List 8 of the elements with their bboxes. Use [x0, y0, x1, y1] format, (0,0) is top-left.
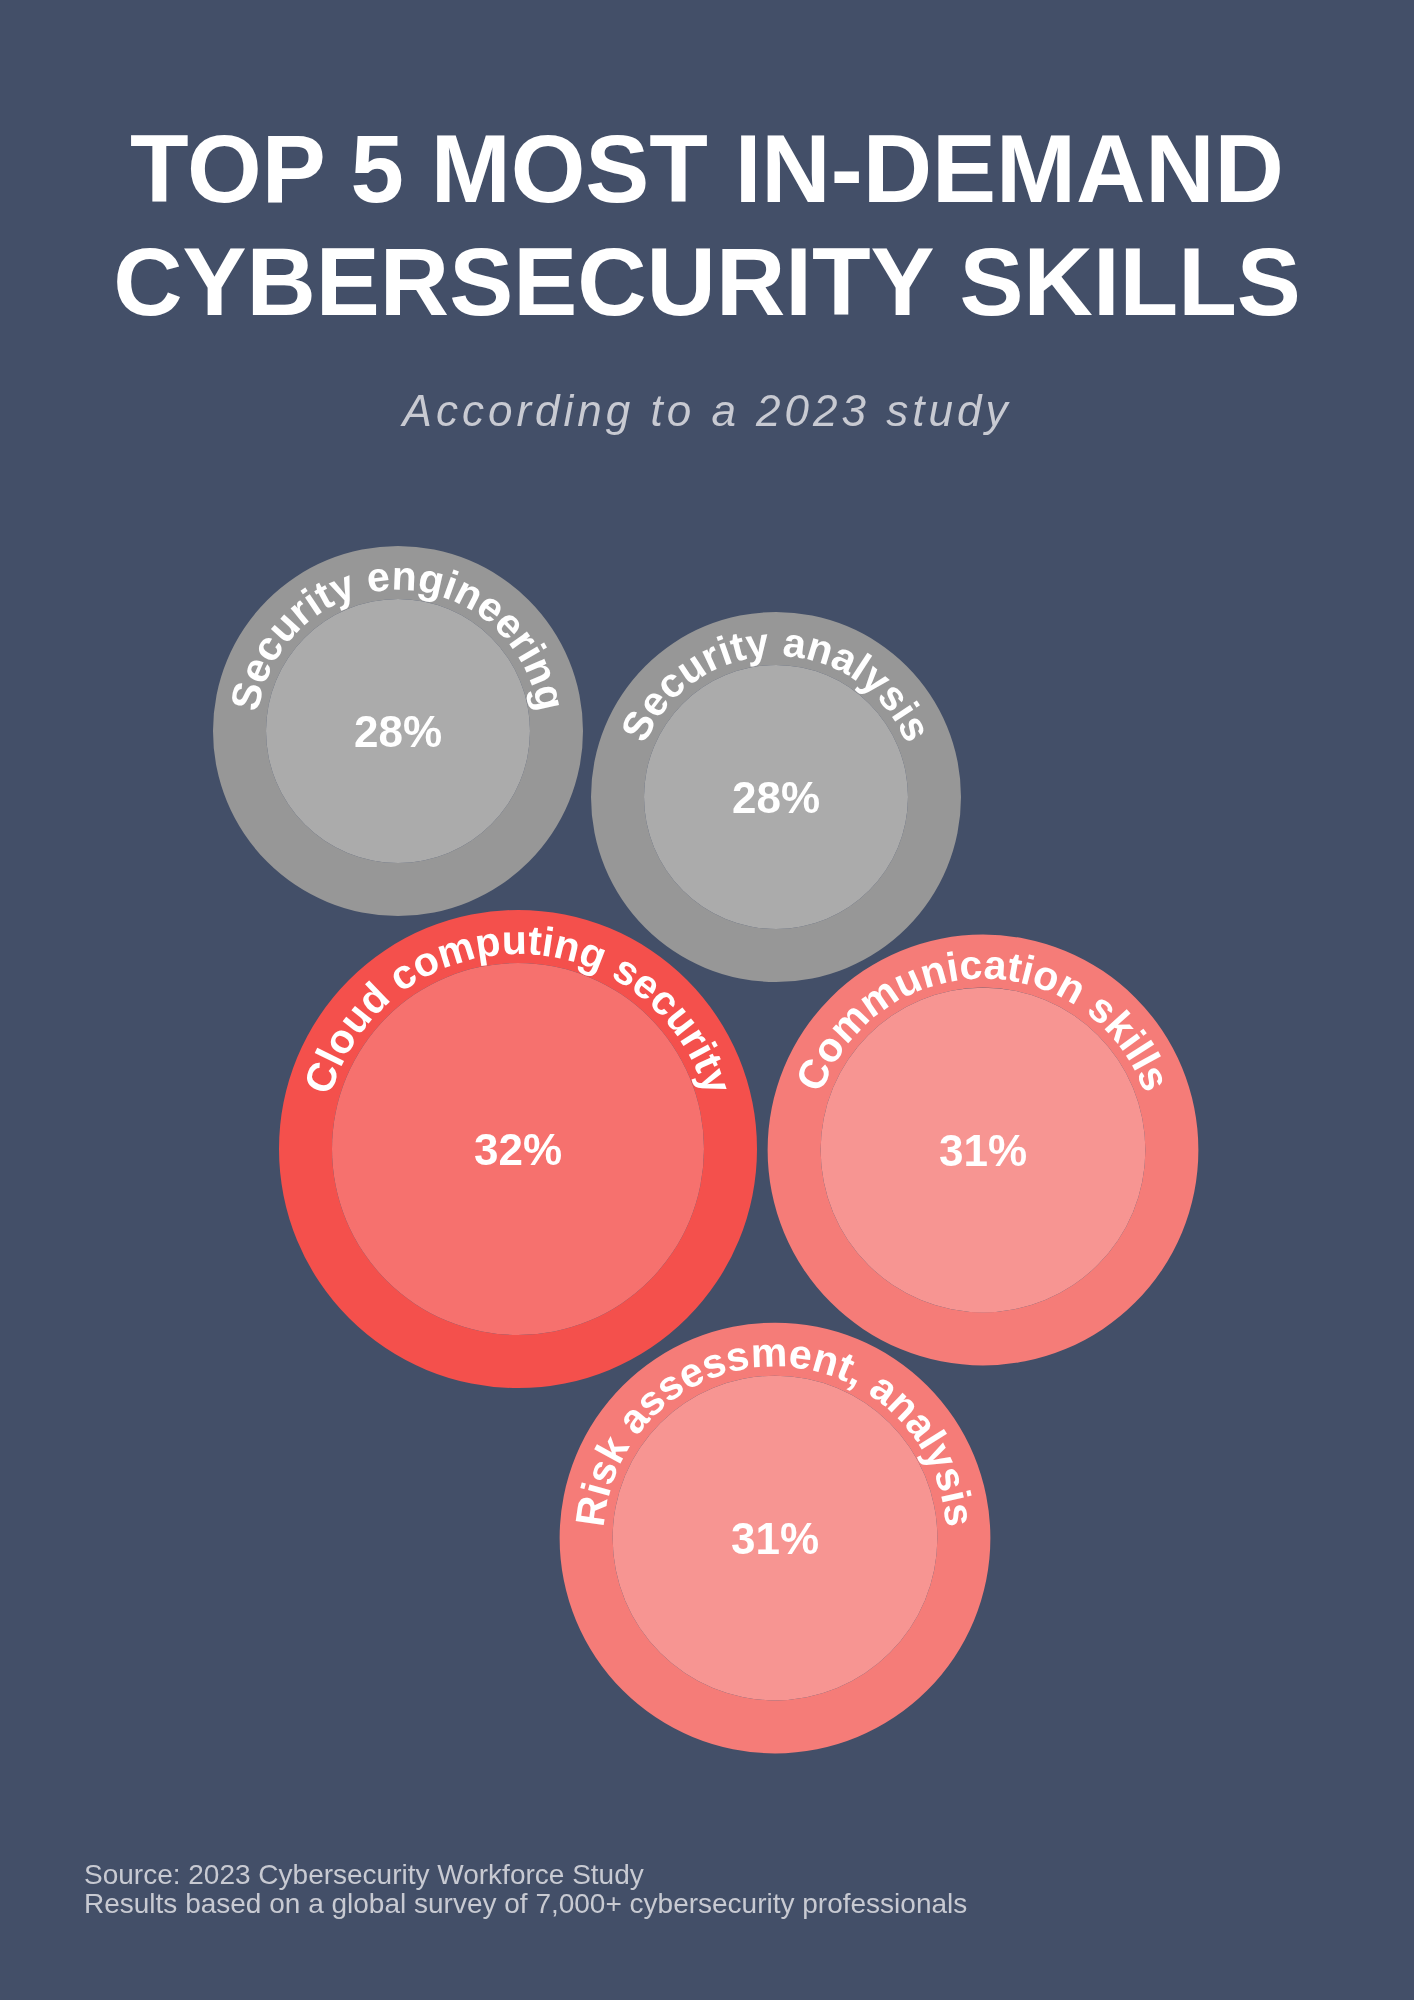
- text: TOP 5 MOST IN-DEMAND CYBERSECURITY SKILLS: [112, 114, 1302, 337]
- data-label: 31%: [938, 1125, 1028, 1175]
- data-label: 32%: [473, 1124, 563, 1174]
- data-label: 31%: [730, 1513, 820, 1563]
- source-note: Source: 2023 Cybersecurity Workforce Study: [84, 1859, 645, 1890]
- data-label: 28%: [353, 706, 443, 756]
- data-label: 28%: [731, 772, 821, 822]
- text: According to a 2023 study: [399, 386, 1013, 436]
